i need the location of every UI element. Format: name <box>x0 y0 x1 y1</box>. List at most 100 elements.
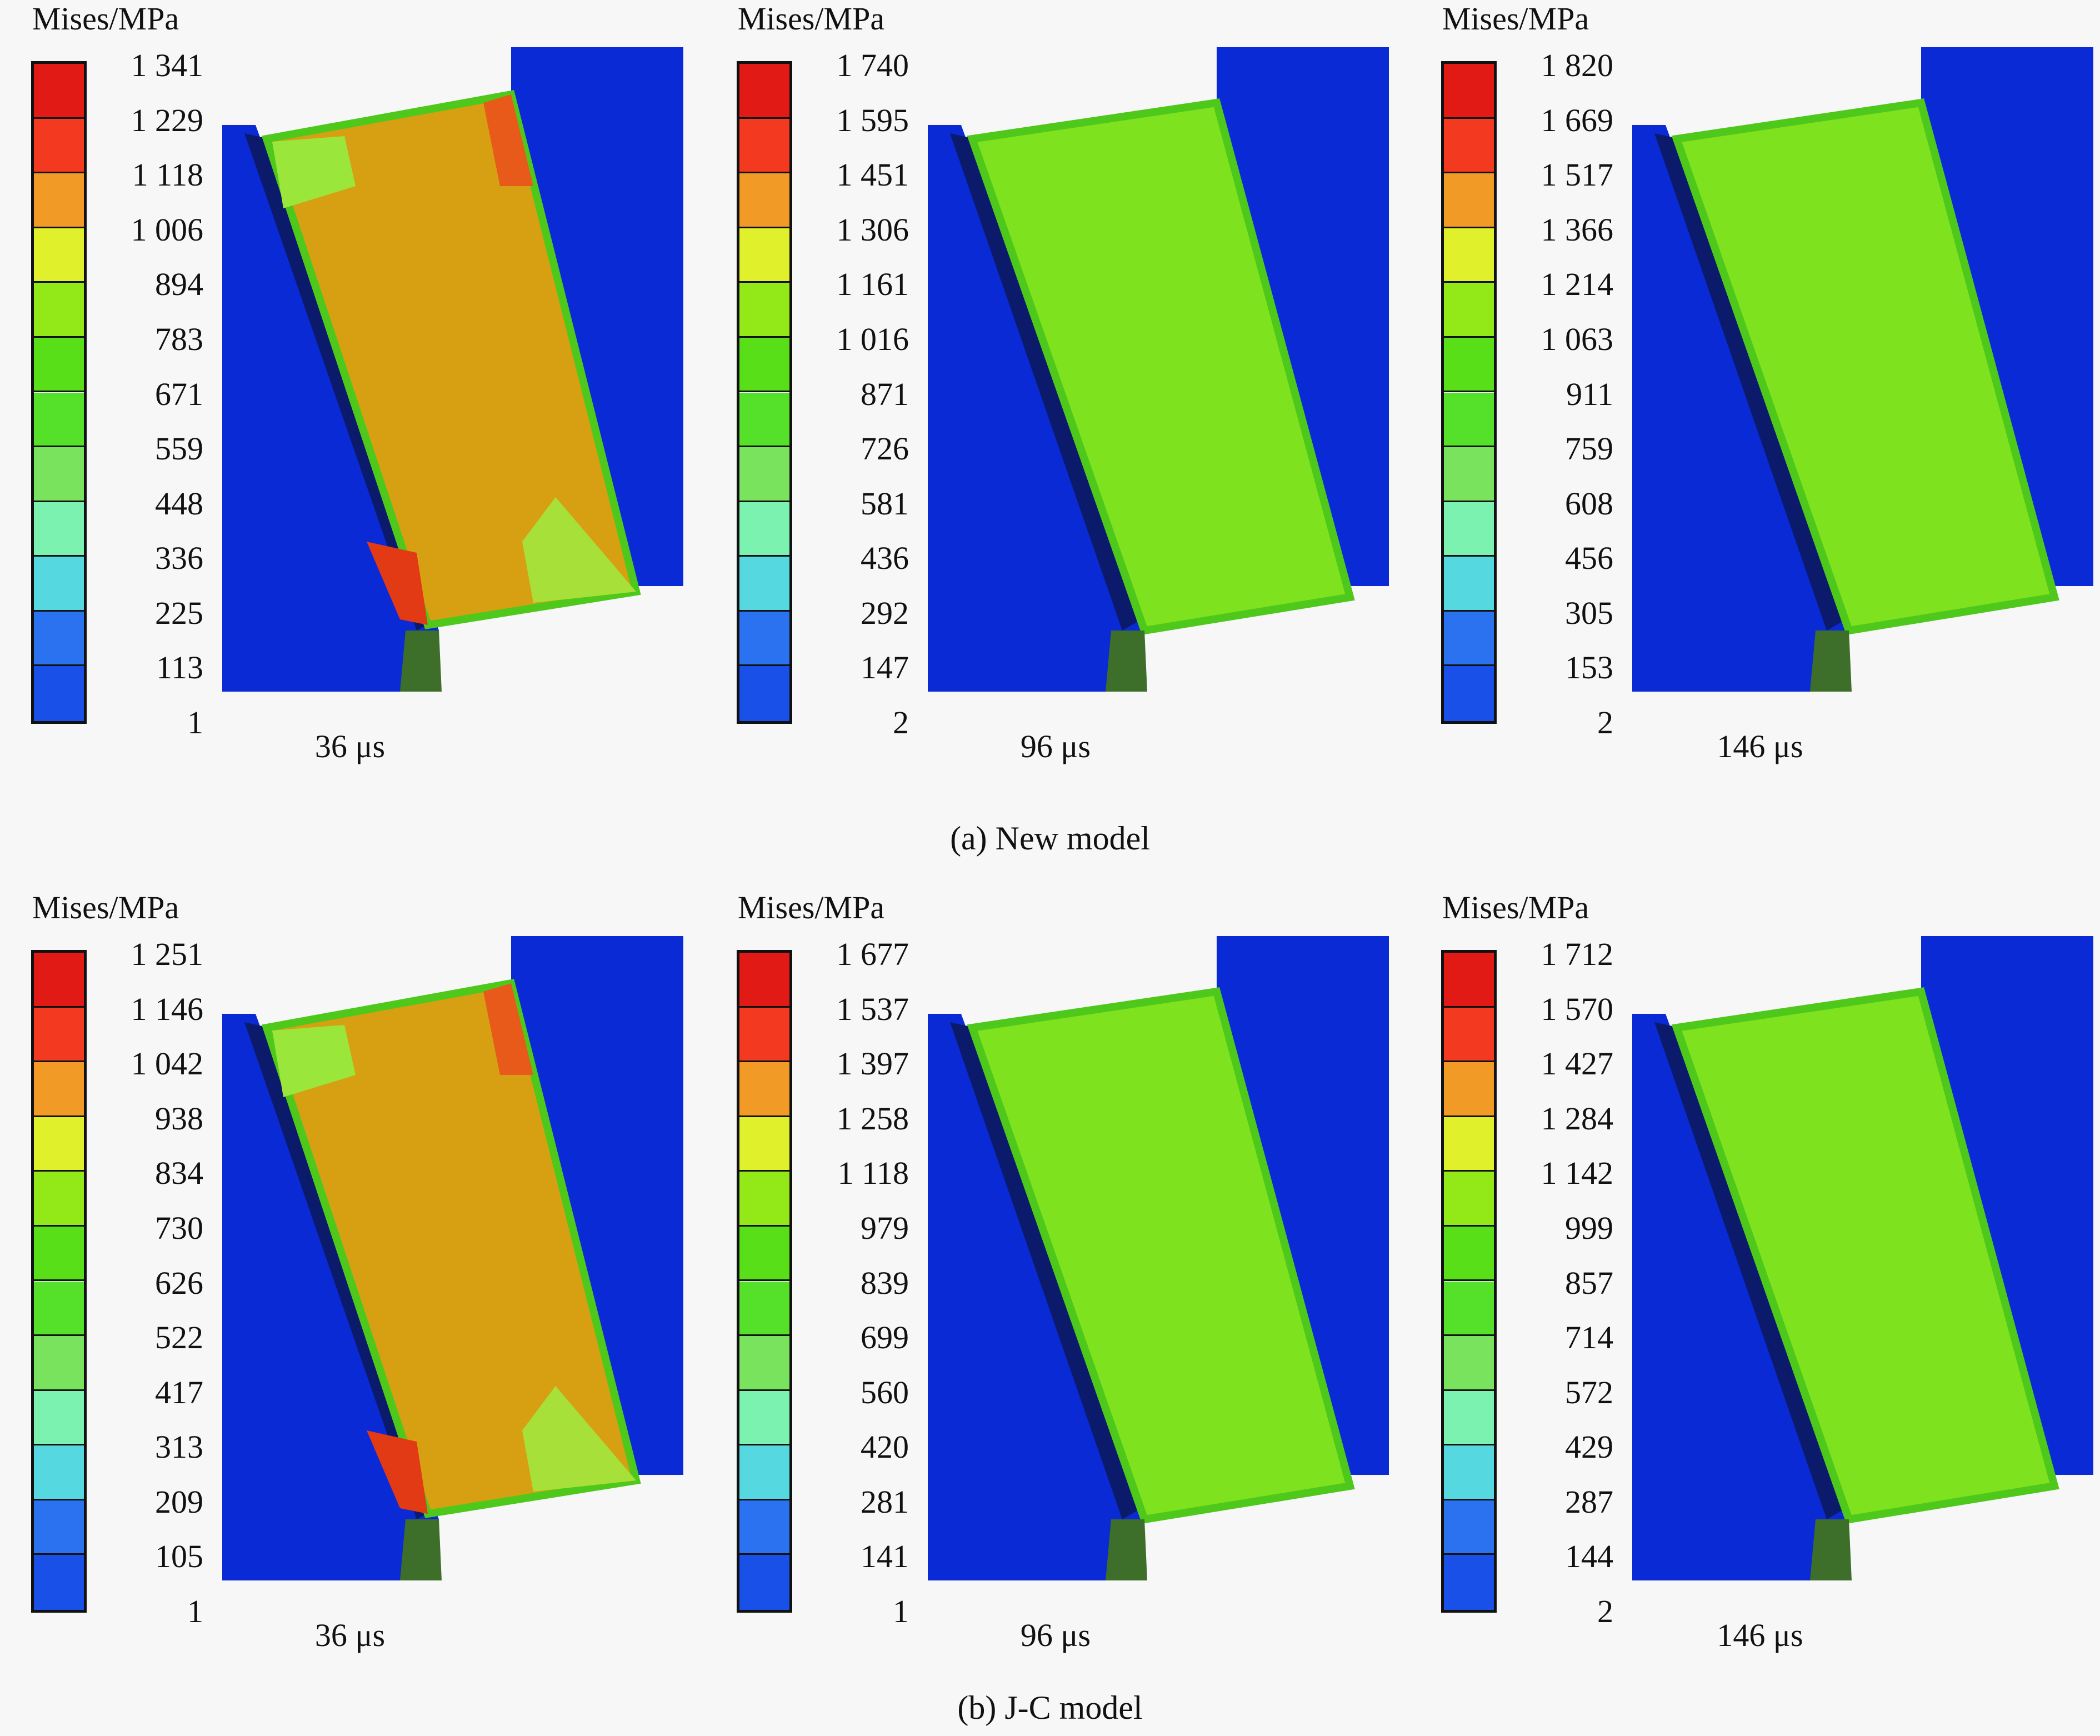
legend-title: Mises/MPa <box>1442 889 1589 925</box>
scale-swatch <box>1444 118 1494 174</box>
stress-contour-plot <box>1632 47 2093 692</box>
scale-swatch <box>34 1555 84 1610</box>
scale-tick-label: 313 <box>155 1429 203 1465</box>
hot-spot-bottom <box>367 1430 428 1514</box>
caption-new-model: (a) New model <box>950 820 1150 857</box>
scale-tick-label: 1 595 <box>836 102 909 138</box>
scale-tick-label: 1 820 <box>1541 47 1614 83</box>
panel-jc-36us: Mises/MPa 36 μs 1 251 1 146 1 042 938 834 730… <box>17 889 689 1653</box>
scale-swatch <box>1444 392 1494 448</box>
scale-tick-label: 1 142 <box>1541 1155 1614 1192</box>
time-label: 96 μs <box>1020 1617 1091 1653</box>
scale-swatch <box>34 1226 84 1282</box>
scale-swatch <box>1444 447 1494 502</box>
scale-swatch <box>1444 1226 1494 1282</box>
scale-tick-label: 281 <box>861 1483 909 1520</box>
scale-tick-label: 305 <box>1565 594 1613 631</box>
scale-swatch <box>1444 1281 1494 1337</box>
scale-tick-label: 1 063 <box>1541 321 1614 357</box>
scale-tick-label: 456 <box>1565 540 1613 577</box>
scale-tick-label: 699 <box>861 1319 909 1356</box>
scale-tick-label: 1 712 <box>1541 936 1614 972</box>
right-tool-region <box>511 47 683 586</box>
scale-tick-label: 429 <box>1565 1429 1613 1465</box>
scale-swatch <box>739 392 789 448</box>
time-label: 36 μs <box>314 728 386 764</box>
scale-swatch <box>34 1007 84 1063</box>
scale-swatch <box>739 173 789 228</box>
scale-tick-label: 144 <box>1565 1538 1613 1575</box>
scale-swatch <box>34 1336 84 1391</box>
scale-swatch <box>739 447 789 502</box>
scale-tick-label: 113 <box>156 649 203 686</box>
scale-tick-label: 572 <box>1565 1374 1613 1410</box>
legend-title: Mises/MPa <box>737 889 885 925</box>
scale-swatch <box>1444 1007 1494 1063</box>
scale-tick-label: 105 <box>155 1538 203 1575</box>
color-scale-bar <box>31 61 87 724</box>
scale-tick-label: 417 <box>155 1374 203 1410</box>
scale-swatch <box>34 447 84 502</box>
scale-tick-label: 1 284 <box>1541 1100 1614 1137</box>
legend-title: Mises/MPa <box>737 1 885 37</box>
scale-swatch <box>739 118 789 174</box>
specimen-body <box>967 98 1355 635</box>
tool-tip <box>400 631 442 692</box>
scale-tick-label: 2 <box>893 704 909 741</box>
scale-swatch <box>34 1117 84 1172</box>
scale-tick-label: 209 <box>155 1483 203 1520</box>
scale-tick-label: 2 <box>1597 1593 1613 1629</box>
panel-new-36us: Mises/MPa 36 μs 1 341 1 229 1 118 1 006 894 7… <box>17 0 689 764</box>
scale-swatch <box>1444 1172 1494 1227</box>
hot-spot-top <box>483 94 533 186</box>
scale-tick-label: 141 <box>861 1538 909 1575</box>
stress-contour-plot <box>222 47 683 692</box>
tool-tip <box>400 1519 442 1580</box>
scale-swatch <box>1444 337 1494 393</box>
scale-tick-label: 1 537 <box>836 990 909 1027</box>
scale-swatch <box>1444 1445 1494 1500</box>
scale-swatch <box>1444 1390 1494 1446</box>
scale-tick-label: 1 042 <box>131 1045 204 1082</box>
scale-swatch <box>739 1336 789 1391</box>
scale-swatch <box>1444 611 1494 667</box>
time-label: 146 μs <box>1717 728 1803 764</box>
legend-title: Mises/MPa <box>32 1 179 37</box>
scale-tick-label: 834 <box>155 1155 203 1192</box>
scale-swatch <box>739 1226 789 1282</box>
tool-tip <box>1810 1519 1852 1580</box>
scale-tick-label: 1 397 <box>836 1045 909 1082</box>
scale-swatch <box>739 502 789 557</box>
scale-swatch <box>739 283 789 338</box>
shear-band-edge <box>1654 1022 1846 1519</box>
scale-tick-label: 871 <box>861 376 909 412</box>
scale-swatch <box>739 1281 789 1337</box>
specimen-body <box>967 987 1355 1524</box>
scale-tick-label: 1 <box>187 1593 203 1629</box>
scale-tick-label: 839 <box>861 1264 909 1301</box>
tool-tip <box>1106 631 1147 692</box>
scale-tick-label: 1 740 <box>836 47 909 83</box>
shear-band-edge <box>1654 133 1846 631</box>
scale-swatch <box>739 611 789 667</box>
scale-tick-label: 1 118 <box>837 1155 909 1192</box>
scale-swatch <box>1444 283 1494 338</box>
scale-tick-label: 153 <box>1565 649 1613 686</box>
right-tool-region <box>1217 936 1389 1475</box>
scale-swatch <box>34 392 84 448</box>
scale-tick-label: 714 <box>1565 1319 1613 1356</box>
scale-tick-label: 292 <box>861 594 909 631</box>
scale-swatch <box>1444 1336 1494 1391</box>
color-scale-bar <box>1441 61 1497 724</box>
scale-tick-label: 911 <box>1566 376 1613 412</box>
panel-new-96us: Mises/MPa 96 μs 1 740 1 595 1 451 1 306 1 16… <box>722 0 1394 764</box>
transition-zone-bottom <box>522 497 636 603</box>
scale-swatch <box>1444 64 1494 119</box>
scale-tick-label: 1 251 <box>131 936 204 972</box>
scale-tick-label: 581 <box>861 485 909 522</box>
scale-swatch <box>34 1062 84 1117</box>
transition-zone-top <box>272 1025 356 1097</box>
scale-tick-label: 1 <box>187 704 203 741</box>
scale-tick-label: 979 <box>861 1209 909 1246</box>
scale-swatch <box>34 666 84 721</box>
